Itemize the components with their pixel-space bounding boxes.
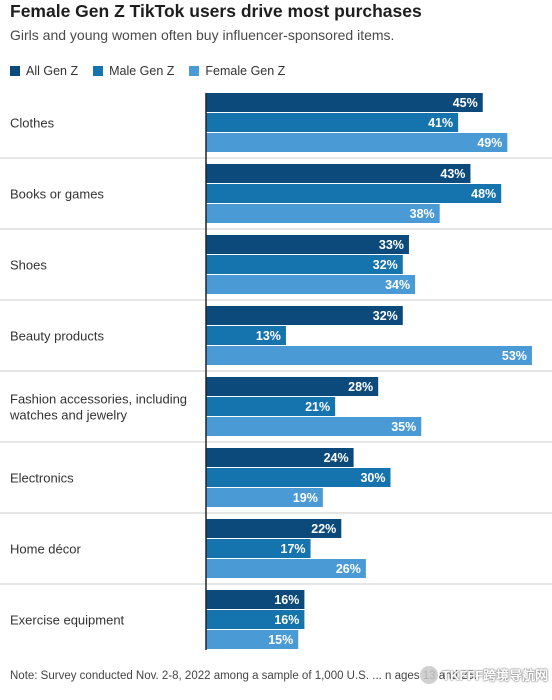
legend-label-female-gen-z: Female Gen Z — [205, 64, 286, 78]
data-label-all-gen-z: 45% — [453, 96, 478, 110]
category-label: Beauty products — [10, 329, 104, 344]
data-label-all-gen-z: 33% — [379, 238, 404, 252]
bar-male-gen-z — [206, 255, 403, 274]
category-label: Home décor — [10, 542, 81, 557]
chart-legend: All Gen Z Male Gen Z Female Gen Z — [10, 63, 300, 79]
data-label-all-gen-z: 24% — [324, 451, 349, 465]
chart-subtitle: Girls and young women often buy influenc… — [10, 27, 395, 43]
data-label-male-gen-z: 13% — [256, 329, 281, 343]
legend-label-all-gen-z: All Gen Z — [26, 64, 79, 78]
bar-female-gen-z — [206, 204, 440, 223]
bar-all-gen-z — [206, 590, 305, 609]
chart-title: Female Gen Z TikTok users drive most pur… — [10, 1, 422, 21]
data-label-all-gen-z: 28% — [348, 380, 373, 394]
bar-all-gen-z — [206, 448, 354, 467]
data-label-male-gen-z: 17% — [281, 542, 306, 556]
bar-all-gen-z — [206, 93, 483, 112]
data-label-all-gen-z: 16% — [274, 593, 299, 607]
data-label-female-gen-z: 35% — [391, 420, 416, 434]
bar-female-gen-z — [206, 133, 508, 152]
bar-male-gen-z — [206, 539, 311, 558]
category-label: watches and jewelry — [9, 408, 128, 423]
bar-all-gen-z — [206, 235, 409, 254]
data-label-male-gen-z: 48% — [471, 187, 496, 201]
data-label-all-gen-z: 22% — [311, 522, 336, 536]
bar-male-gen-z — [206, 397, 336, 416]
category-label: Exercise equipment — [10, 613, 125, 628]
bar-female-gen-z — [206, 630, 299, 649]
legend-swatch-female-gen-z — [189, 66, 200, 76]
legend-item-female-gen-z: Female Gen Z — [189, 64, 285, 78]
bar-female-gen-z — [206, 488, 323, 507]
category-label: Fashion accessories, including — [10, 392, 187, 407]
bar-male-gen-z — [206, 468, 391, 487]
bar-female-gen-z — [206, 346, 532, 365]
data-label-male-gen-z: 32% — [373, 258, 398, 272]
bar-male-gen-z — [206, 184, 502, 203]
data-label-female-gen-z: 15% — [268, 633, 293, 647]
bar-all-gen-z — [206, 519, 342, 538]
watermark: TKFFF跨境导航网 — [420, 665, 548, 684]
watermark-text: TKFFF跨境导航网 — [442, 668, 549, 683]
legend-swatch-all-gen-z — [10, 66, 20, 76]
category-label: Shoes — [10, 258, 47, 273]
bar-all-gen-z — [206, 306, 403, 325]
category-label: Books or games — [10, 187, 104, 202]
bar-female-gen-z — [206, 559, 366, 578]
data-label-female-gen-z: 53% — [502, 349, 527, 363]
bar-all-gen-z — [206, 377, 379, 396]
bar-female-gen-z — [206, 275, 416, 294]
data-label-female-gen-z: 34% — [385, 278, 410, 292]
data-label-male-gen-z: 16% — [274, 613, 299, 627]
legend-item-male-gen-z: Male Gen Z — [93, 64, 174, 78]
bar-male-gen-z — [206, 113, 459, 132]
bar-female-gen-z — [206, 417, 422, 436]
data-label-male-gen-z: 21% — [305, 400, 330, 414]
data-label-female-gen-z: 49% — [477, 136, 502, 150]
data-label-all-gen-z: 43% — [440, 167, 465, 181]
data-label-male-gen-z: 41% — [428, 116, 453, 130]
data-label-female-gen-z: 26% — [336, 562, 361, 576]
data-label-female-gen-z: 38% — [410, 207, 435, 221]
watermark-logo-icon — [420, 665, 438, 684]
bar-male-gen-z — [206, 610, 305, 629]
data-label-female-gen-z: 19% — [293, 491, 318, 505]
bar-all-gen-z — [206, 164, 471, 183]
bar-male-gen-z — [206, 326, 286, 345]
category-label: Clothes — [10, 116, 55, 131]
legend-swatch-male-gen-z — [93, 66, 104, 76]
bar-chart: Clothes 45%41% 49% Books or games 43% 48% 38% S… — [0, 93, 552, 650]
chart-note: Note: Survey conducted Nov. 2-8, 2022 am… — [10, 670, 478, 682]
legend-label-male-gen-z: Male Gen Z — [109, 64, 175, 78]
data-label-male-gen-z: 30% — [360, 471, 385, 485]
data-label-all-gen-z: 32% — [373, 309, 398, 323]
category-label: Electronics — [10, 471, 74, 486]
legend-item-all-gen-z: All Gen Z — [10, 64, 78, 78]
